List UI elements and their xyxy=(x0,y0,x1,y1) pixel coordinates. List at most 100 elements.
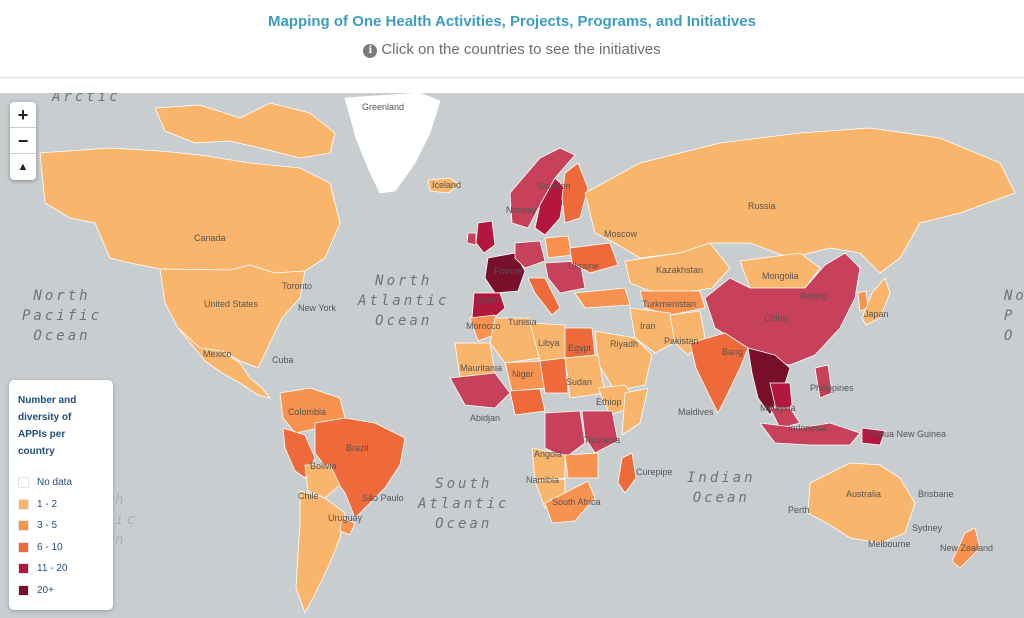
country-new-zealand[interactable] xyxy=(951,527,981,569)
country-algeria[interactable] xyxy=(489,317,541,364)
legend: Number and diversity of APPIs per countr… xyxy=(9,380,113,610)
country-uruguay[interactable] xyxy=(339,517,356,536)
place-label: Morocco xyxy=(466,321,501,331)
place-label: Riyadh xyxy=(610,339,639,349)
legend-swatch xyxy=(18,584,29,596)
country-ukraine[interactable] xyxy=(569,242,619,274)
country-bolivia[interactable] xyxy=(304,464,341,499)
place-label: Brisbane xyxy=(918,489,954,499)
place-label: Namibia xyxy=(526,475,560,485)
place-label: Tunisia xyxy=(508,317,537,327)
country-tanzania[interactable] xyxy=(581,410,619,454)
place-label: Egypt xyxy=(568,343,592,353)
ocean-word: P xyxy=(1004,308,1016,324)
place-label: Moscow xyxy=(604,229,638,239)
place-label: France xyxy=(494,266,523,276)
country-iceland[interactable] xyxy=(427,177,461,194)
place-label: São Paulo xyxy=(362,493,404,503)
country-india[interactable] xyxy=(689,332,749,414)
country-germany[interactable] xyxy=(514,240,546,269)
zoom-control: + − ▲ xyxy=(10,102,36,180)
country-drc[interactable] xyxy=(544,410,586,459)
place-label: Sweden xyxy=(538,181,571,191)
country-south-africa[interactable] xyxy=(544,480,596,524)
place-label: Russia xyxy=(748,201,776,211)
legend-swatch xyxy=(18,477,29,489)
country-ireland[interactable] xyxy=(466,232,477,246)
country-somalia[interactable] xyxy=(621,387,649,436)
ocean-word: O xyxy=(1004,328,1016,344)
place-label: Curepipe xyxy=(636,467,673,477)
reset-north-button[interactable]: ▲ xyxy=(17,161,29,173)
ocean-word: Atlantic xyxy=(418,496,510,512)
place-label: Papua New Guinea xyxy=(868,429,947,439)
country-canada-arctic[interactable] xyxy=(154,102,336,159)
country-italy[interactable] xyxy=(527,277,561,316)
place-label: Maldives xyxy=(678,407,714,417)
ocean-label-north-pacific: North Pacific Ocean xyxy=(22,286,102,346)
country-madagascar[interactable] xyxy=(617,452,637,494)
country-chad[interactable] xyxy=(539,357,569,394)
ocean-word: No xyxy=(1004,288,1024,304)
country-mongolia[interactable] xyxy=(739,252,821,289)
place-label: Perth xyxy=(788,505,810,515)
place-label: Iceland xyxy=(432,180,462,190)
country-turkey[interactable] xyxy=(574,287,631,309)
country-angola[interactable] xyxy=(531,447,566,482)
ocean-word: Ocean xyxy=(692,490,750,506)
place-label: China xyxy=(764,313,788,323)
country-central-asia[interactable] xyxy=(639,290,706,316)
place-label: United States xyxy=(204,299,259,309)
place-label: Beijing xyxy=(800,291,828,301)
country-indonesia[interactable] xyxy=(759,422,861,446)
country-greenland[interactable] xyxy=(344,93,441,194)
legend-items: No data 1 - 2 3 - 5 6 - 10 11 - 20 20+ xyxy=(18,472,105,601)
legend-item-20-plus: 20+ xyxy=(18,580,105,602)
country-sweden[interactable] xyxy=(534,177,566,236)
legend-label: 1 - 2 xyxy=(37,498,58,510)
place-label: Colombia xyxy=(288,407,327,417)
country-argentina-chile[interactable] xyxy=(295,490,346,614)
place-label: Pakistan xyxy=(664,336,699,346)
place-label: Uruguay xyxy=(328,513,363,523)
country-russia[interactable] xyxy=(584,127,1016,274)
place-label: Kazakhstan xyxy=(656,265,704,275)
place-label: Melbourne xyxy=(868,539,911,549)
country-zambia[interactable] xyxy=(564,452,599,479)
place-label: Cuba xyxy=(272,355,294,365)
legend-label: 3 - 5 xyxy=(37,520,58,532)
country-iran[interactable] xyxy=(629,307,679,354)
legend-title-line: Number and xyxy=(18,395,77,406)
place-label: New Zealand xyxy=(940,543,994,553)
country-canada[interactable] xyxy=(39,147,341,274)
place-label: Tanzania xyxy=(584,435,621,445)
country-malaysia[interactable] xyxy=(769,407,801,429)
country-finland[interactable] xyxy=(561,162,589,224)
place-label: Spain xyxy=(476,295,500,305)
country-kazakhstan[interactable] xyxy=(624,242,731,294)
zoom-out-button[interactable]: − xyxy=(10,128,36,154)
legend-item-11-20: 11 - 20 xyxy=(18,558,105,580)
country-mexico[interactable] xyxy=(177,327,271,399)
country-uk[interactable] xyxy=(475,220,496,254)
country-poland[interactable] xyxy=(544,235,573,259)
ocean-word: South xyxy=(435,476,493,492)
country-spain[interactable] xyxy=(471,292,506,322)
ocean-word: North xyxy=(375,273,433,289)
place-label: Angola xyxy=(534,449,563,459)
zoom-in-button[interactable]: + xyxy=(10,102,36,128)
place-label: Ethiop xyxy=(596,397,622,407)
world-map[interactable]: + − ▲ North Pacific Ocean North Atlantic… xyxy=(0,93,1024,618)
country-japan[interactable] xyxy=(861,277,891,326)
map-canvas[interactable] xyxy=(0,93,1024,618)
country-papua[interactable] xyxy=(861,427,886,446)
ocean-label-arctic: Arctic xyxy=(52,93,121,105)
country-west-africa[interactable] xyxy=(449,372,511,409)
place-label: Japan xyxy=(864,309,889,319)
country-nigeria[interactable] xyxy=(509,388,546,416)
country-philippines[interactable] xyxy=(814,364,833,399)
country-australia[interactable] xyxy=(807,462,916,544)
legend-label: 6 - 10 xyxy=(37,541,63,553)
legend-swatch xyxy=(18,541,29,553)
place-label: Bolivia xyxy=(310,461,337,471)
